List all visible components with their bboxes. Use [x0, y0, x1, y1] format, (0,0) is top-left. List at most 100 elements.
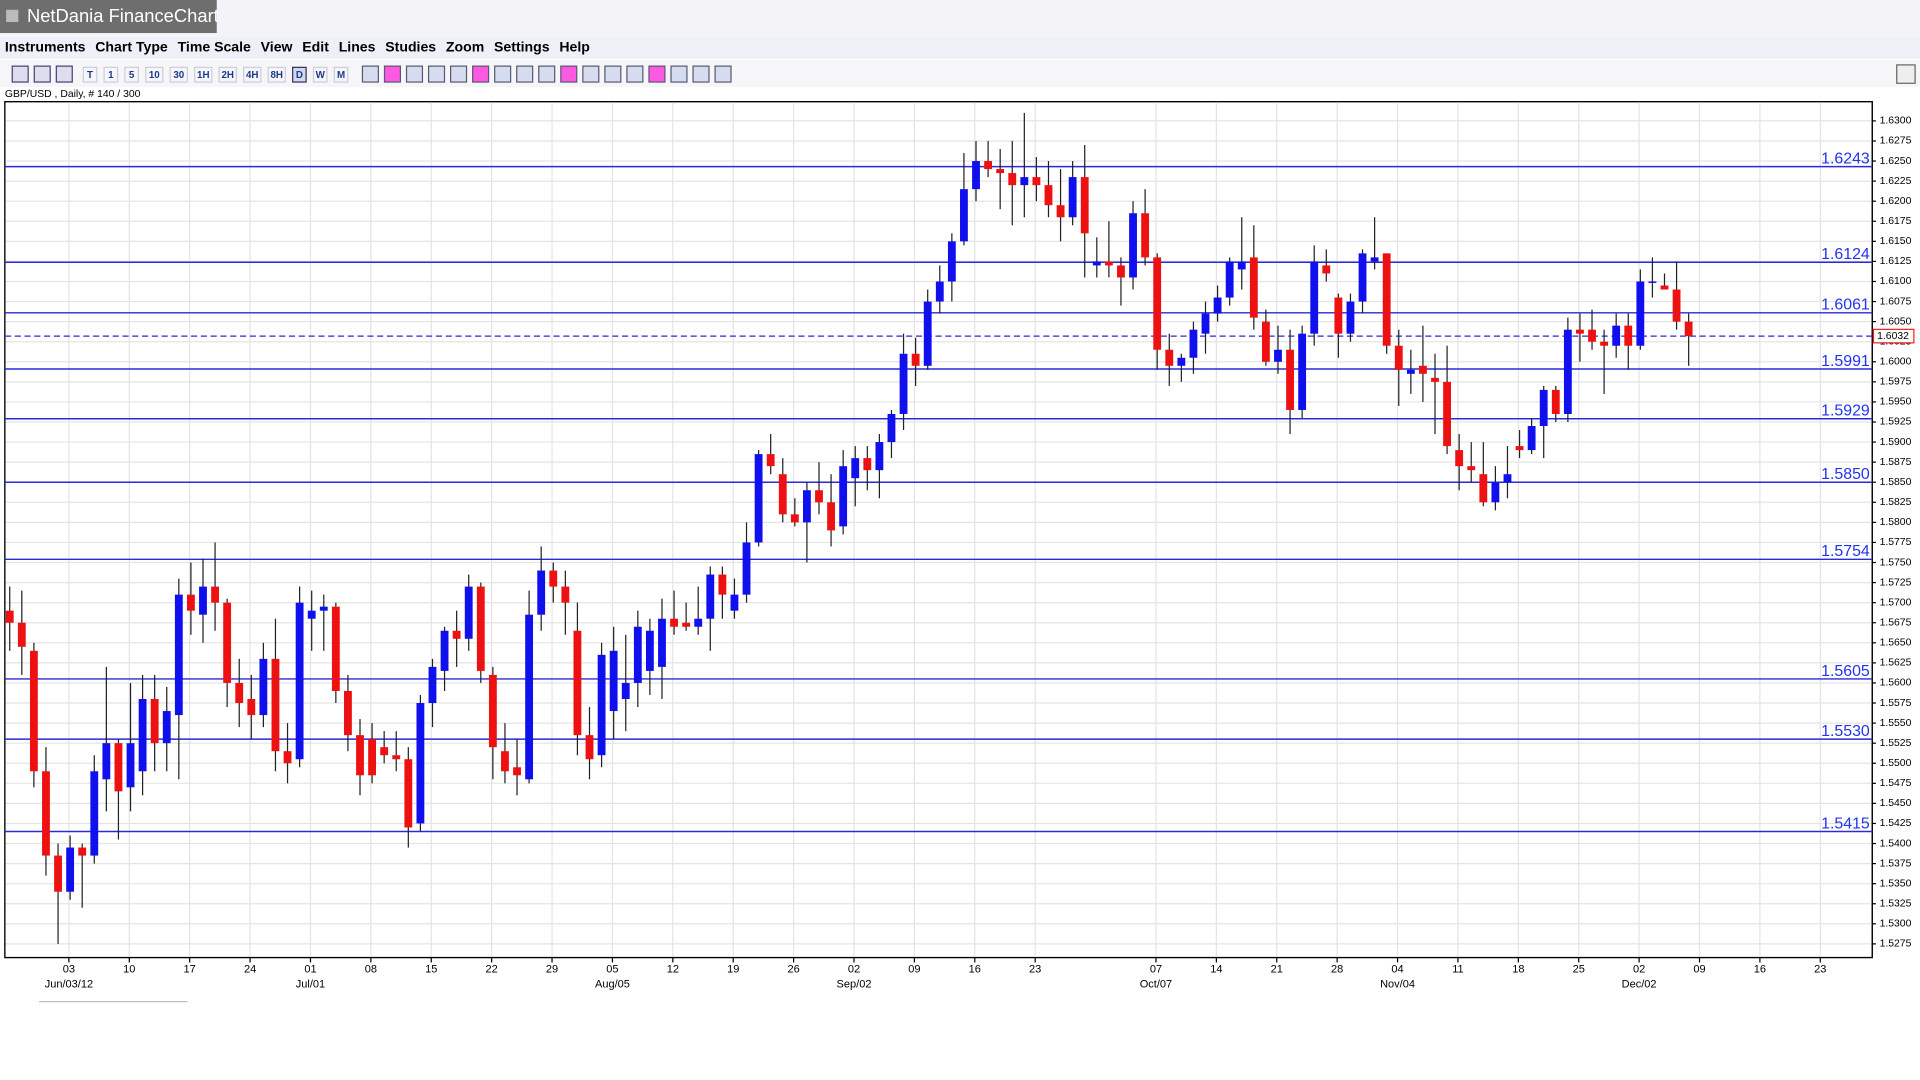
x-tick-label: 28 [1331, 964, 1343, 976]
menu-item[interactable]: Settings [494, 38, 550, 54]
menu-item[interactable]: Zoom [446, 38, 484, 54]
toolbar-icon[interactable] [383, 65, 402, 83]
toolbar-icon[interactable] [626, 65, 644, 83]
toolbar-icon[interactable] [560, 65, 578, 83]
toolbar-icon[interactable] [361, 65, 379, 83]
candle-body [1201, 313, 1210, 334]
y-tick-label: 1.5375 [1880, 858, 1912, 869]
menu-item[interactable]: Time Scale [178, 38, 251, 54]
candle-body [1563, 329, 1572, 414]
interval-button[interactable] [243, 66, 262, 83]
menu-item[interactable]: Studies [385, 38, 436, 54]
candle-body [501, 751, 509, 772]
candle-body [972, 161, 980, 190]
x-tick-sublabel: Jul/01 [296, 978, 325, 990]
x-tick-label: 21 [1271, 964, 1283, 976]
candle-body [476, 586, 485, 671]
candle-body [597, 654, 606, 756]
interval-label: T [87, 70, 93, 81]
candle-body [1515, 446, 1524, 451]
candle-body [102, 743, 111, 780]
toolbar-icon[interactable] [582, 65, 600, 83]
y-tick-label: 1.6175 [1880, 216, 1912, 227]
y-tick-label: 1.5300 [1880, 919, 1912, 930]
toolbar-pin[interactable] [1896, 64, 1916, 84]
toolbar-icon[interactable] [714, 65, 732, 83]
menu-bar [0, 36, 1920, 59]
interval-button[interactable] [145, 66, 164, 83]
y-tick-label: 1.5900 [1880, 437, 1912, 448]
candle-body [1648, 281, 1657, 283]
candle-body [488, 674, 497, 748]
menu-item[interactable]: Lines [339, 38, 376, 54]
toolbar-icon[interactable] [55, 65, 73, 83]
plot-area [4, 101, 1873, 959]
candle-body [54, 855, 62, 892]
menu-item[interactable]: View [261, 38, 293, 54]
y-tick-label: 1.5925 [1880, 417, 1912, 428]
toolbar-icon[interactable] [450, 65, 468, 83]
interval-button[interactable] [194, 66, 213, 83]
window-title: NetDania FinanceChart [27, 5, 219, 26]
candle-body [416, 703, 425, 824]
menu-item[interactable]: Instruments [5, 38, 86, 54]
x-tick-label: 16 [1754, 964, 1766, 976]
toolbar-icon[interactable] [11, 65, 29, 83]
toolbar-icon[interactable] [604, 65, 622, 83]
candle-body [561, 586, 570, 603]
menu-item[interactable]: Chart Type [95, 38, 168, 54]
y-tick-label: 1.6275 [1880, 136, 1912, 147]
candle-body [1044, 185, 1053, 206]
x-tick-label: 16 [969, 964, 981, 976]
toolbar-icon[interactable] [472, 65, 490, 83]
toolbar-icon[interactable] [538, 65, 556, 83]
candle-body [658, 618, 666, 667]
toolbar-icon[interactable] [516, 65, 534, 83]
candle-body [380, 747, 389, 756]
candle-body [996, 169, 1005, 174]
interval-button[interactable] [124, 66, 139, 83]
x-tick-label: 11 [1452, 964, 1463, 976]
level-label: 1.5850 [1821, 466, 1870, 483]
menu-item[interactable]: Help [559, 38, 590, 54]
toolbar-icon[interactable] [405, 65, 424, 83]
x-tick-label: 22 [486, 964, 498, 976]
toolbar-icon[interactable] [670, 65, 688, 83]
candle-body [1080, 177, 1089, 234]
y-tick-label: 1.6150 [1880, 236, 1912, 247]
candle-body [1261, 321, 1270, 362]
toolbar-icon[interactable] [692, 65, 710, 83]
interval-label: 1 [108, 70, 114, 81]
candle-body [1660, 285, 1669, 290]
interval-label: D [296, 70, 303, 81]
x-tick-label: 29 [546, 964, 558, 976]
interval-button[interactable] [103, 66, 119, 83]
candle-body [778, 474, 787, 515]
x-tick-label: 10 [123, 964, 135, 976]
candle-body [537, 570, 546, 615]
candle-body [730, 594, 739, 611]
interval-button[interactable] [82, 66, 98, 83]
candle-body [1382, 253, 1391, 346]
y-tick-label: 1.6075 [1880, 296, 1912, 307]
interval-button[interactable] [267, 66, 286, 83]
interval-button[interactable] [333, 66, 349, 83]
y-tick-label: 1.5325 [1880, 899, 1912, 910]
candle-body [271, 658, 280, 752]
y-tick-label: 1.5400 [1880, 838, 1912, 849]
toolbar-icon[interactable] [33, 65, 51, 83]
toolbar-icon[interactable] [494, 65, 512, 83]
interval-button[interactable] [312, 66, 328, 83]
toolbar-icon[interactable] [648, 65, 666, 83]
toolbar-icon[interactable] [427, 65, 446, 83]
interval-button[interactable] [292, 66, 307, 83]
candle-body [392, 755, 401, 760]
interval-button[interactable] [218, 66, 237, 83]
interval-button[interactable] [169, 66, 188, 83]
candle-body [947, 241, 956, 282]
menu-item[interactable]: Edit [302, 38, 329, 54]
candle-body [199, 586, 207, 615]
candle-body [1249, 257, 1258, 318]
candle-body [1165, 349, 1174, 366]
y-tick-label: 1.6125 [1880, 256, 1912, 267]
